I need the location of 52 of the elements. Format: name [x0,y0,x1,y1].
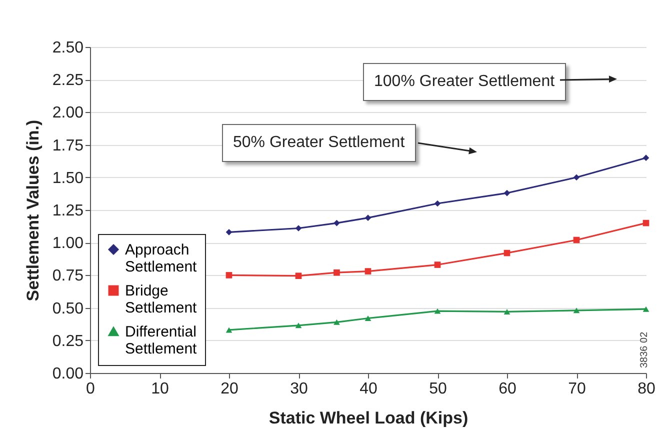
point [504,250,510,256]
y-tick-label: 2.50 [52,40,84,56]
point [334,319,340,325]
y-tick-label: 0.75 [52,268,84,285]
point [434,200,441,207]
point [334,269,340,276]
y-tick-label: 1.50 [52,170,84,187]
y-tick-label: 1.25 [52,202,84,220]
point [334,220,340,226]
point [295,225,302,232]
point [504,190,510,196]
y-tick-label: 0.50 [52,300,84,318]
point [226,272,232,278]
point [642,220,650,226]
x-tick-label: 0 [86,380,96,398]
x-tick-label: 70 [568,380,586,398]
x-tick-label: 80 [638,380,656,398]
x-tick-label: 20 [220,380,238,398]
point [364,268,372,274]
annotation: 100% Greater Settlement [363,63,566,101]
point [642,154,650,161]
y-tick-label: 0.25 [52,332,84,350]
point [295,322,302,328]
point [364,214,372,221]
y-tick-label: 1.00 [52,235,84,252]
point [573,174,580,181]
x-tick-label: 60 [498,380,516,398]
legend-label: Differential Settlement [125,324,198,358]
point [573,308,580,314]
y-tick-label: 2.25 [52,72,84,90]
y-tick-label: 2.00 [52,104,84,122]
x-tick-label: 10 [151,380,169,398]
point [573,236,580,244]
legend-label: Approach Settlement [125,242,198,276]
point [504,308,510,314]
y-tick-label: 0.00 [52,366,84,382]
point [226,327,232,333]
x-tick-label: 30 [290,380,308,398]
point [295,272,302,280]
point [642,306,650,312]
point [434,308,441,314]
x-axis-title: Static Wheel Load (Kips) [268,408,468,428]
x-tick-label: 40 [360,380,378,398]
legend-label: Bridge Settlement [125,282,198,316]
x-tick-label: 50 [429,380,447,398]
point [226,229,232,236]
y-axis-title: Settlement Values (in.) [23,120,42,302]
point [364,315,372,321]
y-tick-label: 1.75 [52,137,84,154]
point [434,262,441,268]
annotation: 3836 02 [639,332,650,368]
annotation: 50% Greater Settlement [222,124,416,162]
